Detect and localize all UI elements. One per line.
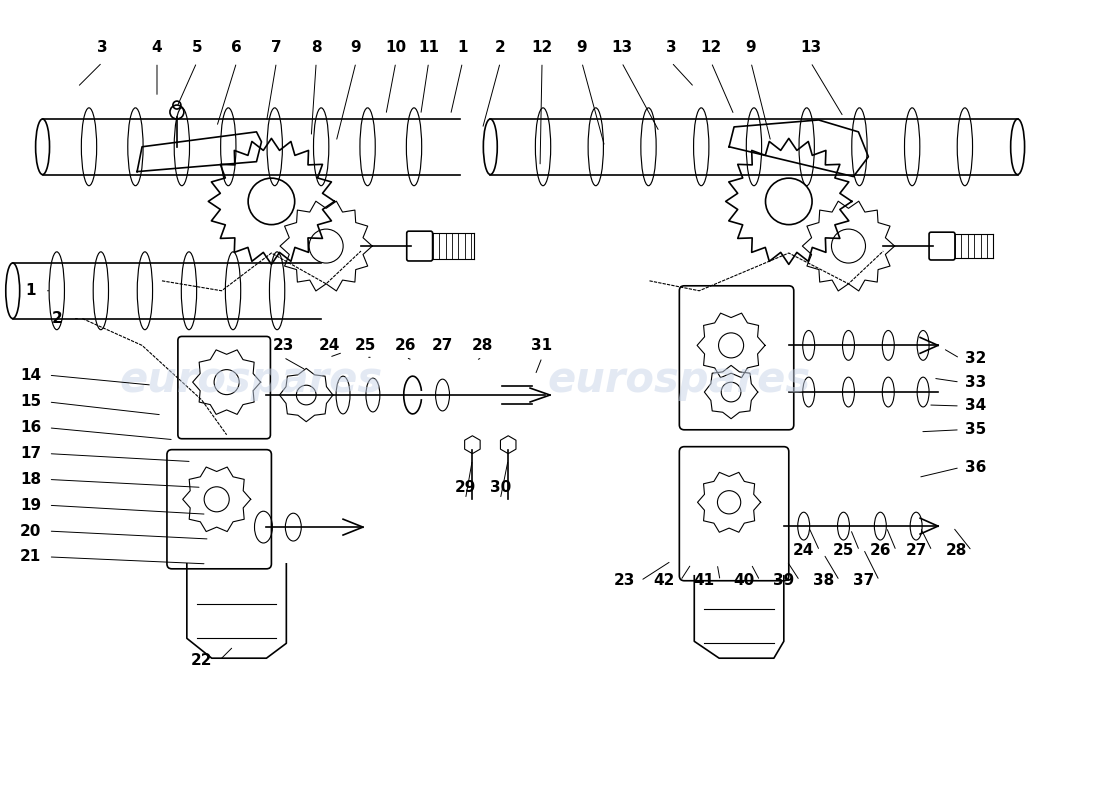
Text: 33: 33 — [965, 374, 987, 390]
Text: 14: 14 — [20, 368, 41, 382]
Text: 9: 9 — [351, 40, 361, 55]
Text: 13: 13 — [612, 40, 632, 55]
Text: 28: 28 — [945, 543, 967, 558]
Text: 25: 25 — [355, 338, 376, 353]
Text: eurospares: eurospares — [120, 359, 383, 401]
Text: 19: 19 — [20, 498, 41, 513]
Text: 21: 21 — [20, 550, 42, 565]
Text: 23: 23 — [273, 338, 294, 353]
Text: 41: 41 — [694, 574, 715, 588]
Text: 24: 24 — [318, 338, 340, 353]
Text: 9: 9 — [746, 40, 757, 55]
Text: 18: 18 — [20, 472, 41, 487]
Text: 27: 27 — [905, 543, 927, 558]
Text: 17: 17 — [20, 446, 41, 461]
Text: 1: 1 — [25, 283, 36, 298]
Text: 26: 26 — [395, 338, 417, 353]
Text: 6: 6 — [231, 40, 242, 55]
Text: 12: 12 — [701, 40, 722, 55]
Text: 29: 29 — [454, 480, 476, 495]
Text: 2: 2 — [52, 311, 63, 326]
Text: 22: 22 — [191, 653, 212, 668]
Text: 11: 11 — [418, 40, 439, 55]
Text: 27: 27 — [432, 338, 453, 353]
Text: 10: 10 — [385, 40, 406, 55]
Text: 38: 38 — [813, 574, 834, 588]
Text: 30: 30 — [490, 480, 510, 495]
Text: 37: 37 — [852, 574, 874, 588]
Text: 42: 42 — [653, 574, 675, 588]
Text: 8: 8 — [311, 40, 321, 55]
Text: 5: 5 — [191, 40, 202, 55]
Text: 1: 1 — [458, 40, 468, 55]
Text: 24: 24 — [793, 543, 814, 558]
Text: 35: 35 — [965, 422, 987, 438]
Text: 20: 20 — [20, 523, 42, 538]
Text: 2: 2 — [495, 40, 506, 55]
Text: 15: 15 — [20, 394, 41, 410]
Text: 7: 7 — [271, 40, 282, 55]
Text: 31: 31 — [531, 338, 552, 353]
Text: 23: 23 — [614, 574, 636, 588]
Text: 36: 36 — [965, 460, 987, 475]
Text: 28: 28 — [472, 338, 493, 353]
Text: 9: 9 — [576, 40, 587, 55]
Text: 3: 3 — [97, 40, 108, 55]
Text: eurospares: eurospares — [548, 359, 811, 401]
Text: 16: 16 — [20, 420, 42, 435]
Text: 13: 13 — [800, 40, 822, 55]
Text: 39: 39 — [773, 574, 794, 588]
Text: 32: 32 — [965, 350, 987, 366]
Text: 40: 40 — [734, 574, 755, 588]
Text: 25: 25 — [833, 543, 855, 558]
Text: 12: 12 — [531, 40, 552, 55]
Text: 26: 26 — [870, 543, 891, 558]
Text: 3: 3 — [667, 40, 676, 55]
Text: 4: 4 — [152, 40, 163, 55]
Text: 34: 34 — [965, 398, 987, 414]
